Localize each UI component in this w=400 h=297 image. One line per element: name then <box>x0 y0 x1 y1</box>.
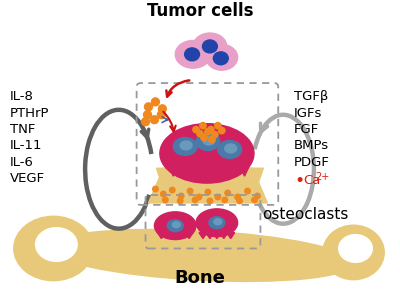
Circle shape <box>209 136 215 143</box>
Ellipse shape <box>196 132 220 150</box>
Polygon shape <box>223 168 237 188</box>
Text: PTHrP: PTHrP <box>10 107 49 120</box>
Ellipse shape <box>209 217 225 229</box>
Circle shape <box>200 122 206 129</box>
Text: FGF: FGF <box>294 123 319 136</box>
Circle shape <box>152 98 159 106</box>
Ellipse shape <box>202 40 217 53</box>
Circle shape <box>255 193 260 199</box>
Circle shape <box>150 116 158 124</box>
Polygon shape <box>171 233 179 238</box>
Text: TGFβ: TGFβ <box>294 90 328 103</box>
Circle shape <box>192 197 198 203</box>
Ellipse shape <box>323 225 384 280</box>
Ellipse shape <box>214 219 222 225</box>
Circle shape <box>212 131 218 138</box>
Ellipse shape <box>173 138 197 155</box>
Ellipse shape <box>172 222 180 228</box>
Circle shape <box>178 198 183 204</box>
Circle shape <box>162 197 168 203</box>
Ellipse shape <box>193 33 227 60</box>
Polygon shape <box>206 233 214 238</box>
Polygon shape <box>237 168 250 188</box>
Circle shape <box>205 189 211 195</box>
Circle shape <box>178 193 184 199</box>
Text: TNF: TNF <box>10 123 35 136</box>
Text: 2+: 2+ <box>315 172 329 182</box>
Text: osteoclasts: osteoclasts <box>262 207 349 222</box>
Circle shape <box>153 186 158 192</box>
Polygon shape <box>213 233 221 238</box>
Polygon shape <box>185 233 193 238</box>
Ellipse shape <box>36 228 77 261</box>
Circle shape <box>187 188 193 194</box>
Ellipse shape <box>160 124 254 183</box>
Ellipse shape <box>185 48 200 61</box>
Text: PDGF: PDGF <box>294 156 330 169</box>
Circle shape <box>225 190 230 196</box>
Ellipse shape <box>167 220 183 232</box>
Text: IGFs: IGFs <box>294 107 322 120</box>
Polygon shape <box>220 233 228 238</box>
Circle shape <box>208 127 214 133</box>
Circle shape <box>252 197 257 203</box>
Circle shape <box>205 128 211 135</box>
Polygon shape <box>169 168 183 188</box>
Circle shape <box>215 122 221 129</box>
Text: BMPs: BMPs <box>294 140 329 152</box>
Text: Tumor cells: Tumor cells <box>147 2 253 20</box>
Ellipse shape <box>225 144 237 153</box>
Polygon shape <box>156 168 170 188</box>
Circle shape <box>193 127 199 133</box>
Ellipse shape <box>154 212 196 240</box>
Text: •: • <box>294 172 304 189</box>
Circle shape <box>215 194 221 200</box>
Text: Ca: Ca <box>303 174 320 187</box>
Text: IL-8: IL-8 <box>10 90 34 103</box>
Circle shape <box>158 105 166 113</box>
Circle shape <box>144 111 152 119</box>
Polygon shape <box>183 168 197 188</box>
Polygon shape <box>210 168 224 188</box>
Ellipse shape <box>218 140 242 158</box>
Polygon shape <box>164 233 172 238</box>
Circle shape <box>245 188 250 194</box>
Polygon shape <box>196 168 210 188</box>
Ellipse shape <box>339 235 372 262</box>
Circle shape <box>207 198 213 204</box>
Ellipse shape <box>213 52 228 65</box>
Polygon shape <box>250 168 263 188</box>
Circle shape <box>160 191 166 197</box>
Circle shape <box>235 194 240 200</box>
Circle shape <box>222 197 228 203</box>
Text: IL-11: IL-11 <box>10 140 42 152</box>
Circle shape <box>144 103 152 111</box>
Circle shape <box>219 127 225 134</box>
Circle shape <box>196 194 202 200</box>
Circle shape <box>142 118 150 126</box>
Polygon shape <box>227 233 235 238</box>
Ellipse shape <box>175 40 211 68</box>
Polygon shape <box>199 233 207 238</box>
Text: Bone: Bone <box>174 269 226 287</box>
Ellipse shape <box>196 209 238 237</box>
Polygon shape <box>178 233 186 238</box>
Ellipse shape <box>206 45 238 70</box>
Circle shape <box>201 134 207 141</box>
Circle shape <box>158 111 165 119</box>
Ellipse shape <box>203 136 215 145</box>
Text: IL-6: IL-6 <box>10 156 34 169</box>
Ellipse shape <box>47 229 353 281</box>
Polygon shape <box>148 168 267 203</box>
Text: VEGF: VEGF <box>10 172 45 185</box>
Circle shape <box>237 198 242 204</box>
Ellipse shape <box>14 216 93 281</box>
Circle shape <box>197 130 203 137</box>
Polygon shape <box>167 163 250 176</box>
Polygon shape <box>158 233 165 238</box>
Ellipse shape <box>180 141 192 150</box>
Circle shape <box>170 187 175 193</box>
